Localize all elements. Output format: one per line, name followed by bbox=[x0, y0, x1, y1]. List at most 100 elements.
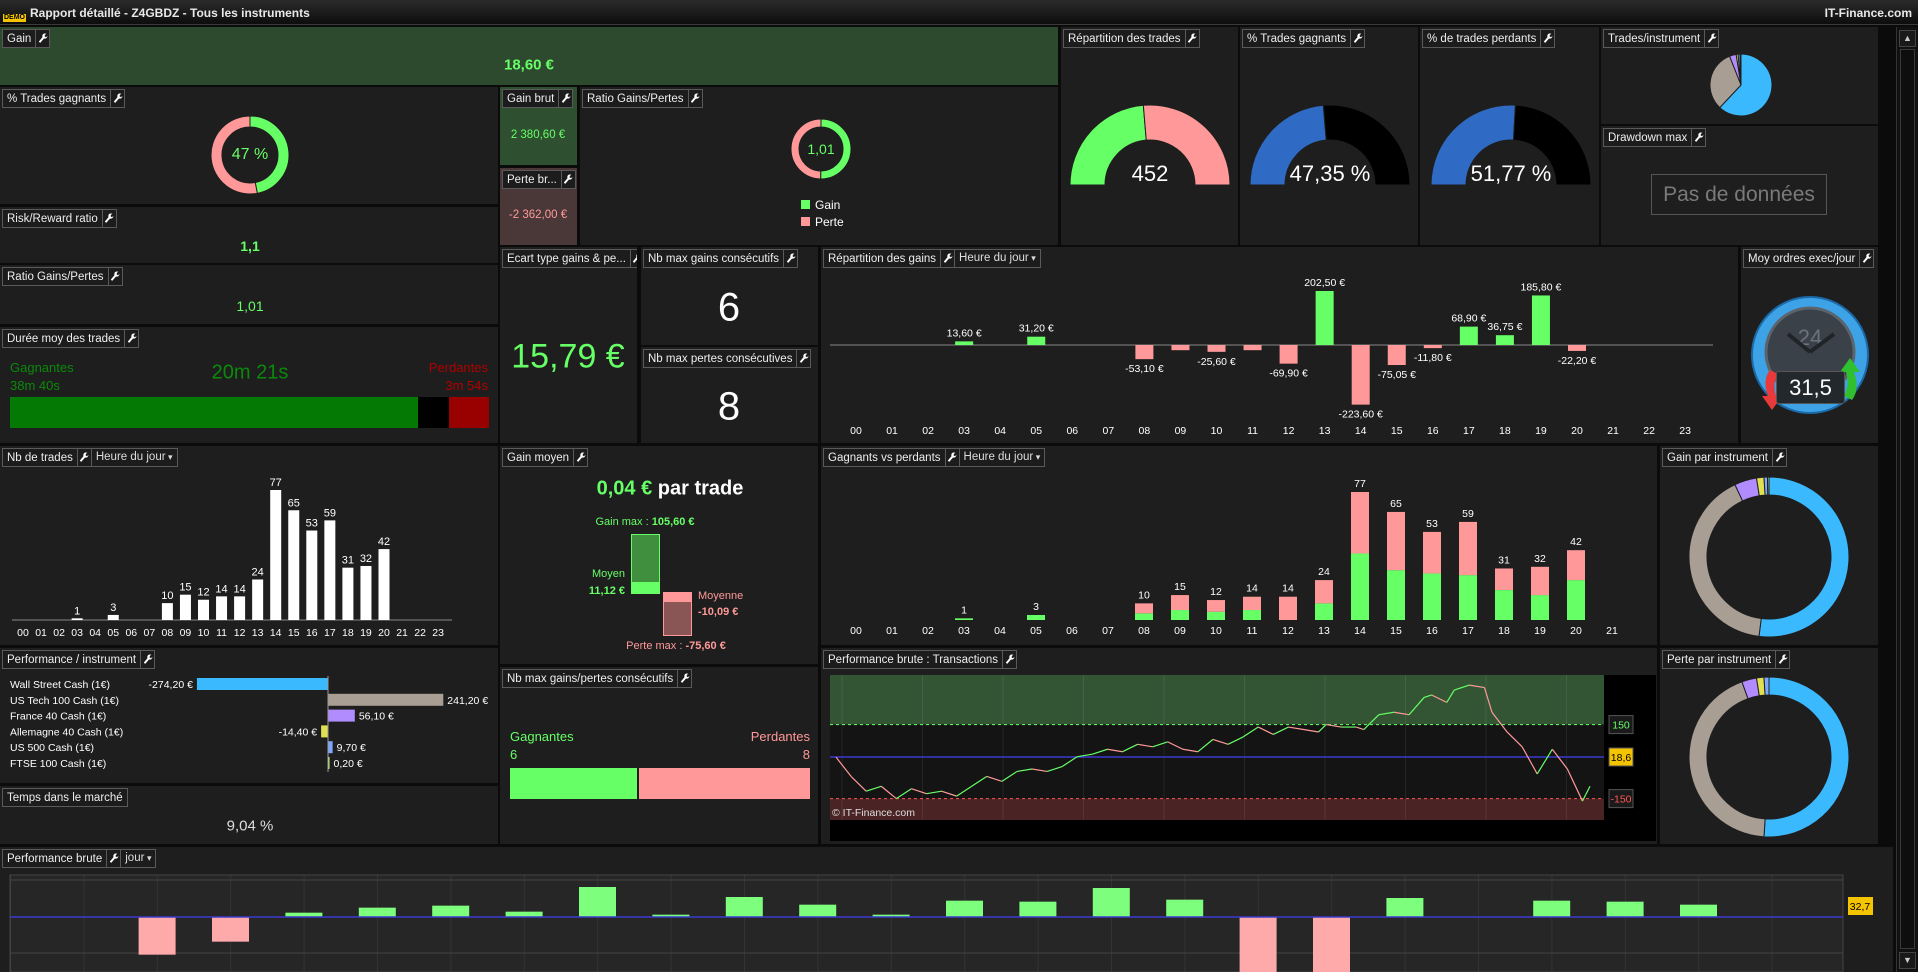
panel-temps-marche: Temps dans le marché 9,04 % bbox=[0, 786, 498, 844]
panel-header: Performance brute : Transactions bbox=[823, 650, 1018, 669]
panel-header: Nb max pertes consécutives bbox=[643, 349, 812, 368]
time-in-market-value: 9,04 % bbox=[226, 817, 274, 835]
wrench-icon[interactable] bbox=[677, 670, 691, 687]
orders-per-day-value: 31,5 bbox=[1776, 371, 1845, 404]
risk-reward-value: 1,1 bbox=[240, 238, 260, 254]
panel-title: Gain bbox=[7, 32, 32, 45]
wrench-icon[interactable] bbox=[35, 30, 49, 47]
panel-gain-par-instrument: Gain par instrument bbox=[1660, 446, 1878, 645]
wrench-icon[interactable] bbox=[124, 330, 138, 347]
panel-title: Ratio Gains/Pertes bbox=[7, 270, 104, 283]
duration-bar-avg bbox=[418, 397, 450, 428]
win-duration-label: Gagnantes bbox=[10, 360, 74, 375]
panel-perte-brute: Perte br... -2 362,00 € bbox=[500, 168, 577, 245]
ratio-value: 1,01 bbox=[236, 298, 264, 314]
scroll-thumb[interactable] bbox=[1900, 49, 1915, 949]
avg-gain-suffix: par trade bbox=[657, 477, 744, 500]
wrench-icon[interactable] bbox=[573, 449, 587, 466]
panel-header: Répartition des trades bbox=[1063, 29, 1200, 48]
legend-perte-label: Perte bbox=[815, 215, 844, 229]
panel-title: Perte br... bbox=[507, 173, 557, 186]
wrench-icon[interactable] bbox=[101, 210, 116, 227]
panel-title: % Trades gagnants bbox=[7, 92, 107, 105]
panel-gauge-perdants: % de trades perdants 51,77 % bbox=[1420, 27, 1599, 245]
wrench-icon[interactable] bbox=[106, 850, 120, 867]
wrench-icon[interactable] bbox=[1691, 129, 1705, 146]
panel-perte-par-instrument: Perte par instrument bbox=[1660, 648, 1878, 844]
scroll-up-button[interactable]: ▲ bbox=[1899, 30, 1916, 47]
gain-brut-value: 2 380,60 € bbox=[510, 129, 566, 141]
wrench-icon[interactable] bbox=[107, 268, 122, 285]
wrench-icon[interactable] bbox=[1540, 30, 1554, 47]
period-dropdown[interactable]: Heure du jour bbox=[958, 449, 1045, 466]
moyenne-label: Moyenne bbox=[698, 590, 744, 602]
panel-gauge-gagnants: % Trades gagnants 47,35 % bbox=[1240, 27, 1418, 245]
period-dropdown[interactable]: Heure du jour bbox=[954, 250, 1040, 267]
win-percent-value: 47 % bbox=[231, 146, 269, 163]
window-title: Rapport détaillé - Z4GBDZ - Tous les ins… bbox=[30, 6, 310, 20]
wrench-icon[interactable] bbox=[140, 651, 154, 668]
panel-header: Nb de trades Heure du jour bbox=[2, 448, 178, 467]
panel-risk-reward: Risk/Reward ratio 1,1 bbox=[0, 207, 498, 263]
perte-max-label: Perte max : bbox=[626, 640, 686, 652]
wrench-icon[interactable] bbox=[558, 90, 572, 107]
consec-loss-value: 8 bbox=[802, 747, 810, 762]
panel-performance-brute: Performance brute jour bbox=[0, 847, 1893, 972]
moyen-value: 11,12 € bbox=[588, 585, 625, 597]
legend-gain-swatch bbox=[801, 200, 810, 209]
wrench-icon[interactable] bbox=[629, 250, 637, 267]
perte-brute-value: -2 362,00 € bbox=[508, 209, 568, 221]
panel-title: Gain par instrument bbox=[1667, 451, 1768, 464]
consec-bar bbox=[510, 768, 810, 799]
moyenne-value: -10,09 € bbox=[698, 606, 739, 618]
wrench-icon[interactable] bbox=[1184, 30, 1199, 47]
panel-header: Gain brut bbox=[502, 89, 574, 108]
no-data-message: Pas de données bbox=[1651, 174, 1827, 215]
panel-title: Gagnants vs perdants bbox=[828, 451, 941, 464]
consec-win-value: 6 bbox=[510, 747, 518, 762]
panel-title: Nb de trades bbox=[7, 451, 73, 464]
wrench-icon[interactable] bbox=[1772, 449, 1786, 466]
vertical-scrollbar[interactable]: ▲ ▼ bbox=[1896, 27, 1918, 972]
scroll-down-button[interactable]: ▼ bbox=[1899, 952, 1916, 969]
period-dropdown[interactable]: Heure du jour bbox=[90, 449, 177, 466]
wrench-icon[interactable] bbox=[687, 90, 702, 107]
panel-repartition-gains: Répartition des gains Heure du jour bbox=[821, 247, 1738, 443]
period-dropdown[interactable]: jour bbox=[120, 850, 155, 867]
wrench-icon[interactable] bbox=[940, 250, 954, 267]
gain-max: Gain max : 105,60 € bbox=[595, 516, 694, 528]
panel-max-pertes: Nb max pertes consécutives 8 bbox=[641, 347, 818, 443]
gain-box bbox=[631, 534, 660, 594]
wrench-icon[interactable] bbox=[1350, 30, 1364, 47]
wrench-icon[interactable] bbox=[944, 449, 959, 466]
panel-title: Ecart type gains & pe... bbox=[507, 252, 626, 265]
panel-title: Gain brut bbox=[507, 92, 555, 105]
panel-title: Répartition des trades bbox=[1068, 32, 1181, 45]
panel-title: Nb max pertes consécutives bbox=[648, 352, 793, 365]
panel-title: Répartition des gains bbox=[828, 252, 937, 265]
panel-title: Nb max gains/pertes consécutifs bbox=[507, 672, 674, 685]
panel-header: Moy ordres exec/jour bbox=[1743, 249, 1875, 268]
wrench-icon[interactable] bbox=[1859, 250, 1873, 267]
wrench-icon[interactable] bbox=[1002, 651, 1016, 668]
avg-duration-value: 20m 21s bbox=[211, 361, 289, 384]
panel-title: Ratio Gains/Pertes bbox=[587, 92, 684, 105]
wrench-icon[interactable] bbox=[110, 90, 124, 107]
transactions-chart-bg bbox=[830, 675, 1656, 841]
panel-ratio-gains-pertes: Ratio Gains/Pertes 1,01 bbox=[0, 265, 498, 324]
panel-ratio-donut: Ratio Gains/Pertes 1,01 Gain Perte bbox=[580, 87, 1058, 245]
wrench-icon[interactable] bbox=[76, 449, 91, 466]
panel-title: Performance brute : Transactions bbox=[828, 653, 999, 666]
gain-max-label: Gain max : bbox=[595, 516, 652, 528]
wrench-icon[interactable] bbox=[560, 171, 575, 188]
wrench-icon[interactable] bbox=[1775, 651, 1789, 668]
legend-perte-swatch bbox=[801, 217, 810, 226]
wrench-icon[interactable] bbox=[796, 350, 810, 367]
wrench-icon[interactable] bbox=[1704, 30, 1718, 47]
wrench-icon[interactable] bbox=[783, 250, 797, 267]
total-trades-value: 452 bbox=[1131, 161, 1169, 186]
panel-title: Moy ordres exec/jour bbox=[1748, 252, 1856, 265]
panel-header: % Trades gagnants bbox=[1242, 29, 1366, 48]
panel-max-gains: Nb max gains consécutifs 6 bbox=[641, 247, 818, 345]
panel-header: Ecart type gains & pe... bbox=[502, 249, 637, 268]
